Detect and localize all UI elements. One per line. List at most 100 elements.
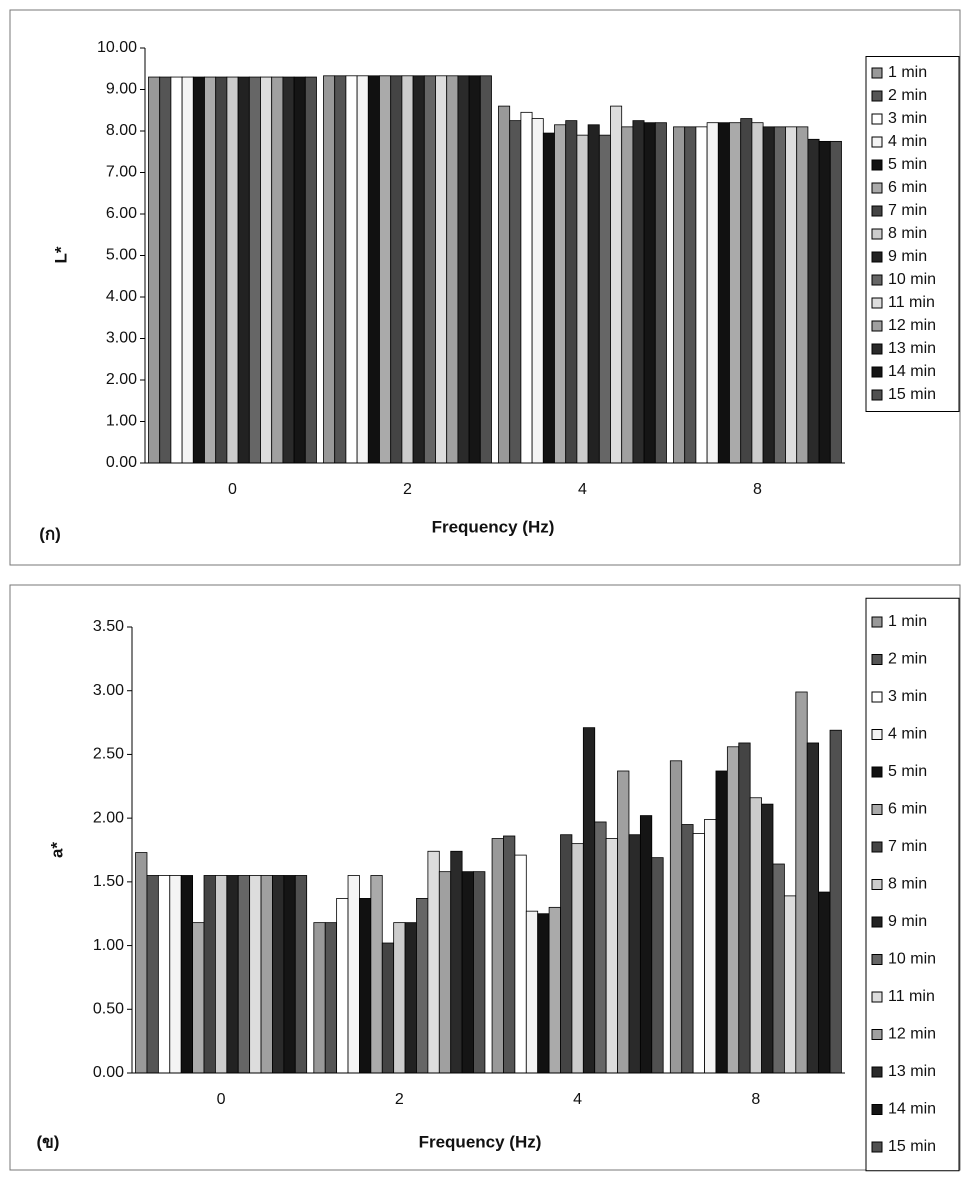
- bar: [368, 76, 379, 463]
- bar: [480, 76, 491, 463]
- y-tick-label: 4.00: [106, 288, 137, 305]
- bar: [727, 747, 738, 1073]
- legend-label: 6 min: [888, 179, 927, 196]
- bar: [325, 923, 336, 1073]
- legend-label: 14 min: [888, 363, 936, 380]
- bar: [402, 76, 413, 463]
- legend-swatch: [872, 160, 882, 170]
- bar: [216, 77, 227, 463]
- legend-label: 2 min: [888, 651, 927, 668]
- bar: [739, 743, 750, 1073]
- bar: [474, 872, 485, 1073]
- legend-swatch: [872, 367, 882, 377]
- bar: [830, 730, 841, 1073]
- legend-swatch: [872, 275, 882, 285]
- bar: [238, 77, 249, 463]
- legend-label: 4 min: [888, 133, 927, 150]
- bar: [819, 141, 830, 463]
- bar: [786, 127, 797, 463]
- bar: [622, 127, 633, 463]
- legend-label: 3 min: [888, 110, 927, 127]
- x-tick-label: 8: [753, 481, 762, 498]
- bar: [674, 127, 685, 463]
- bar: [359, 898, 370, 1073]
- bar: [382, 943, 393, 1073]
- bar: [644, 123, 655, 463]
- bar: [555, 125, 566, 463]
- x-tick-label: 4: [578, 481, 587, 498]
- bar: [763, 127, 774, 463]
- legend-label: 15 min: [888, 1138, 936, 1155]
- legend-swatch: [872, 137, 882, 147]
- bar: [295, 875, 306, 1073]
- bar: [272, 875, 283, 1073]
- legend-swatch: [872, 206, 882, 216]
- bar: [462, 872, 473, 1073]
- bar: [294, 77, 305, 463]
- x-axis-title: Frequency (Hz): [419, 1132, 542, 1151]
- bar: [521, 112, 532, 463]
- bar: [205, 77, 216, 463]
- bar: [830, 141, 841, 463]
- legend-swatch: [872, 842, 882, 852]
- bar: [492, 839, 503, 1073]
- bar: [538, 914, 549, 1073]
- bar: [819, 892, 830, 1073]
- bar: [215, 875, 226, 1073]
- bar: [160, 77, 171, 463]
- legend-swatch: [872, 390, 882, 400]
- bar: [335, 76, 346, 463]
- legend-swatch: [872, 68, 882, 78]
- legend-label: 13 min: [888, 340, 936, 357]
- bar: [566, 121, 577, 463]
- bar: [583, 728, 594, 1073]
- legend-label: 15 min: [888, 386, 936, 403]
- bar: [629, 835, 640, 1073]
- y-tick-label: 3.00: [106, 330, 137, 347]
- legend-swatch: [872, 298, 882, 308]
- legend-swatch: [872, 344, 882, 354]
- y-tick-label: 3.50: [93, 618, 124, 635]
- bar: [193, 77, 204, 463]
- legend-label: 10 min: [888, 951, 936, 968]
- bar: [515, 855, 526, 1073]
- legend-label: 12 min: [888, 317, 936, 334]
- legend-swatch: [872, 229, 882, 239]
- bar: [158, 875, 169, 1073]
- legend-label: 8 min: [888, 225, 927, 242]
- bar: [784, 896, 795, 1073]
- bar: [227, 77, 238, 463]
- bar: [808, 139, 819, 463]
- bar: [773, 864, 784, 1073]
- bar: [499, 106, 510, 463]
- bar: [705, 819, 716, 1073]
- legend-swatch: [872, 655, 882, 665]
- bar: [305, 77, 316, 463]
- bar: [510, 121, 521, 463]
- bar: [249, 77, 260, 463]
- bar: [469, 76, 480, 463]
- y-tick-label: 0.50: [93, 1001, 124, 1018]
- legend-label: 13 min: [888, 1063, 936, 1080]
- bar: [458, 76, 469, 463]
- bar: [193, 923, 204, 1073]
- bar: [588, 125, 599, 463]
- bar: [561, 835, 572, 1073]
- legend-swatch: [872, 805, 882, 815]
- bar: [171, 77, 182, 463]
- legend-swatch: [872, 692, 882, 702]
- legend-swatch: [872, 321, 882, 331]
- legend-label: 9 min: [888, 913, 927, 930]
- bar: [391, 76, 402, 463]
- y-tick-label: 1.00: [106, 413, 137, 430]
- bar: [807, 743, 818, 1073]
- y-tick-label: 9.00: [106, 81, 137, 98]
- x-tick-label: 4: [573, 1091, 582, 1108]
- bar: [424, 76, 435, 463]
- bar: [718, 123, 729, 463]
- bar: [405, 923, 416, 1073]
- bar: [503, 836, 514, 1073]
- y-tick-label: 0.00: [93, 1064, 124, 1081]
- bar: [439, 872, 450, 1073]
- legend-label: 6 min: [888, 801, 927, 818]
